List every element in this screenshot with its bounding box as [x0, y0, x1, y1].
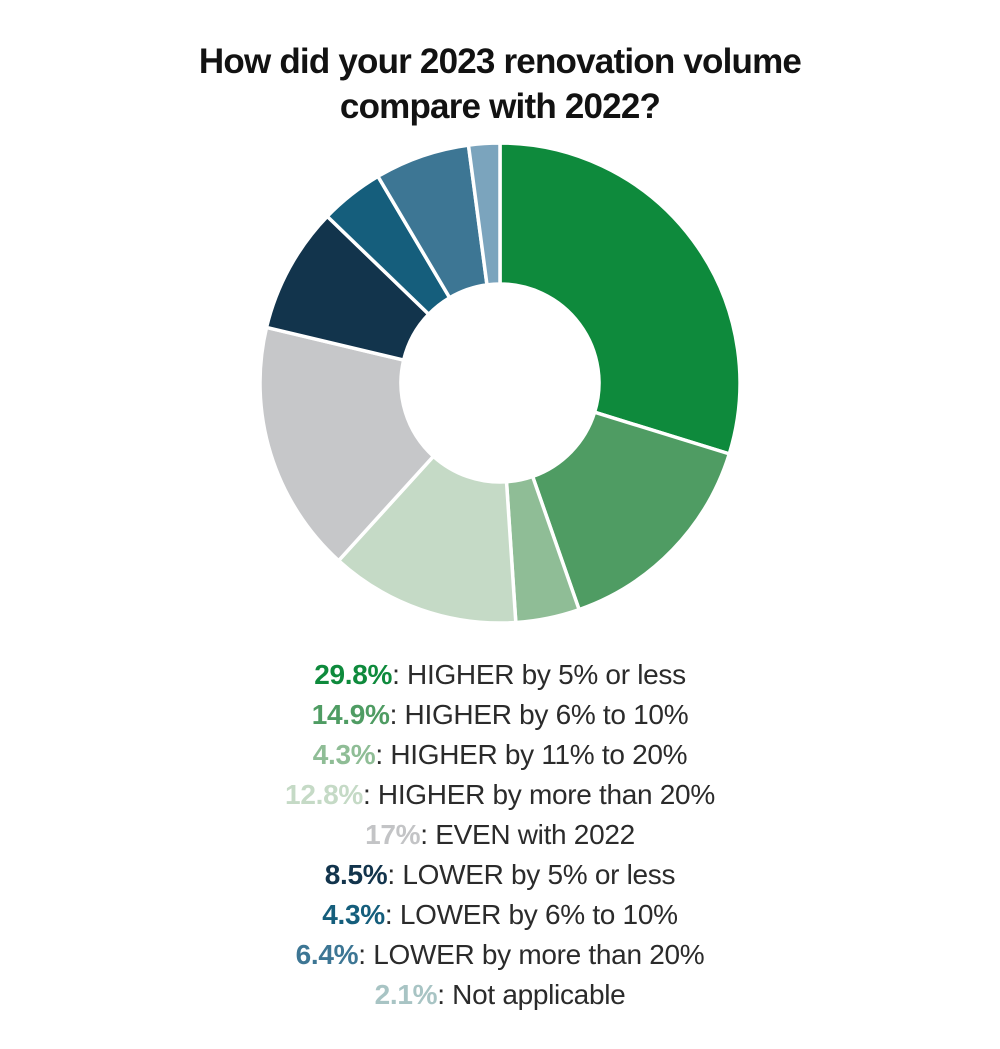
legend-percent: 17% [365, 819, 421, 850]
legend-label: : LOWER by 5% or less [387, 859, 676, 890]
legend-label: : HIGHER by more than 20% [362, 779, 715, 810]
legend-item-1: 29.8%: HIGHER by 5% or less [0, 655, 1000, 695]
chart-title-line-1: How did your 2023 renovation volume [198, 42, 802, 82]
legend-item-5: 17%: EVEN with 2022 [0, 815, 1000, 855]
legend-label: : EVEN with 2022 [420, 819, 635, 850]
legend-item-9: 2.1%: Not applicable [0, 975, 1000, 1015]
legend-percent: 29.8% [314, 659, 393, 690]
legend-item-4: 12.8%: HIGHER by more than 20% [0, 775, 1000, 815]
pie-slice-4 [336, 453, 518, 625]
chart-title-line-2: compare with 2022? [339, 87, 661, 127]
pie-slice-1 [498, 141, 742, 457]
legend-percent: 14.9% [311, 699, 390, 730]
donut-chart [258, 141, 742, 625]
legend-item-6: 8.5%: LOWER by 5% or less [0, 855, 1000, 895]
legend-item-8: 6.4%: LOWER by more than 20% [0, 935, 1000, 975]
legend-item-7: 4.3%: LOWER by 6% to 10% [0, 895, 1000, 935]
legend-label: : HIGHER by 6% to 10% [389, 699, 689, 730]
legend-percent: 12.8% [285, 779, 363, 810]
legend-label: : LOWER by more than 20% [358, 939, 705, 970]
legend-percent: 6.4% [295, 939, 359, 970]
chart-title: How did your 2023 renovation volume compa… [0, 39, 1000, 129]
chart-legend: 29.8%: HIGHER by 5% or less 14.9%: HIGHER… [0, 655, 1000, 1015]
pie-slice-2 [530, 410, 732, 612]
legend-percent: 2.1% [374, 979, 438, 1010]
legend-label: : HIGHER by 11% to 20% [375, 739, 688, 770]
legend-item-2: 14.9%: HIGHER by 6% to 10% [0, 695, 1000, 735]
pie-slice-9 [466, 141, 502, 287]
legend-percent: 8.5% [324, 859, 388, 890]
legend-percent: 4.3% [312, 739, 376, 770]
legend-label: : LOWER by 6% to 10% [384, 899, 678, 930]
pie-slice-5 [258, 325, 436, 564]
legend-label: : HIGHER by 5% or less [392, 659, 686, 690]
legend-item-3: 4.3%: HIGHER by 11% to 20% [0, 735, 1000, 775]
legend-label: : Not applicable [437, 979, 626, 1010]
legend-percent: 4.3% [322, 899, 385, 930]
